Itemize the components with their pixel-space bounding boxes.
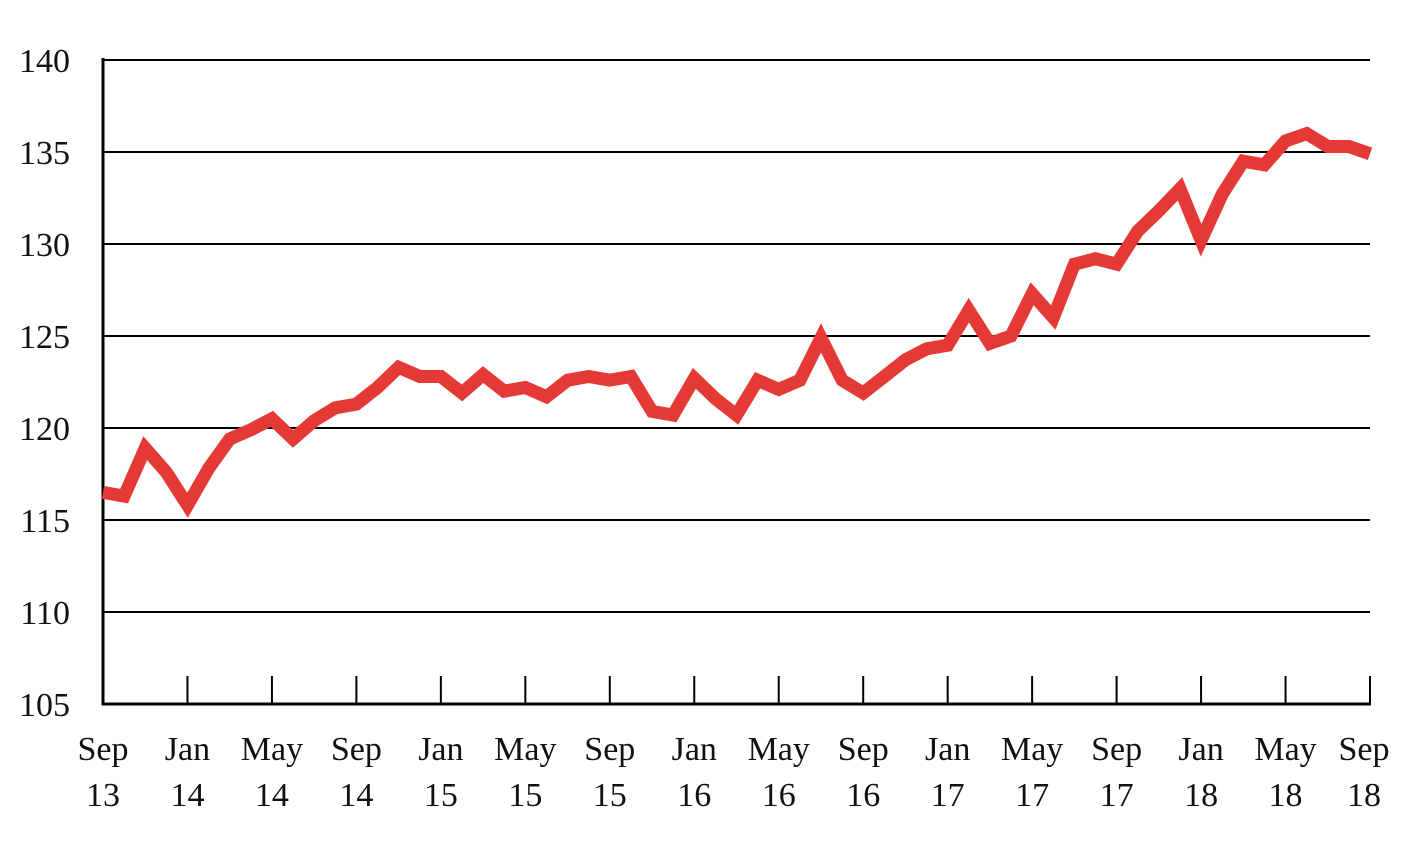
y-axis-tick-labels: 105 110 115 120 125 130 135 140	[19, 43, 70, 724]
x-tick-label-month: Jan	[925, 731, 970, 768]
x-tick-label-year: 13	[86, 777, 120, 814]
x-tick-label-month: Jan	[1178, 731, 1223, 768]
x-tick-label-month: Sep	[1339, 731, 1390, 768]
x-tick-label-year: 16	[762, 777, 796, 814]
x-tick-label-year: 16	[677, 777, 711, 814]
y-tick-label-125: 125	[19, 319, 70, 356]
y-tick-label-130: 130	[19, 227, 70, 264]
x-tick-label-year: 14	[255, 777, 289, 814]
y-tick-label-105: 105	[19, 687, 70, 724]
x-tick-label-year: 15	[508, 777, 542, 814]
series-layer	[101, 126, 1373, 518]
x-tick-label-month: May	[241, 731, 303, 768]
y-tick-label-115: 115	[20, 503, 70, 540]
series-line-0	[101, 126, 1373, 518]
x-tick-label-year: 18	[1184, 777, 1218, 814]
x-tick-label-year: 17	[1100, 777, 1134, 814]
x-tick-label-month: May	[494, 731, 556, 768]
axes	[101, 58, 1371, 706]
y-tick-label-135: 135	[19, 135, 70, 172]
x-tick-label-month: May	[1001, 731, 1063, 768]
x-tick-label-year: 18	[1269, 777, 1303, 814]
x-tick-label-month: Sep	[584, 731, 635, 768]
x-tick-label-year: 16	[846, 777, 880, 814]
x-tick-label-year: 14	[339, 777, 373, 814]
x-tick-label-year: 15	[424, 777, 458, 814]
x-tick-label-year: 17	[931, 777, 965, 814]
gridlines	[103, 59, 1370, 613]
y-tick-label-110: 110	[20, 595, 70, 632]
x-tick-label-month: Sep	[1091, 731, 1142, 768]
x-tick-label-month: May	[748, 731, 810, 768]
x-tick-label-month: Sep	[838, 731, 889, 768]
x-tick-label-year: 18	[1347, 777, 1381, 814]
x-tick-label-month: Jan	[418, 731, 463, 768]
x-tick-label-year: 15	[593, 777, 627, 814]
y-tick-label-120: 120	[19, 411, 70, 448]
y-tick-label-140: 140	[19, 43, 70, 80]
x-tick-label-month: Sep	[331, 731, 382, 768]
x-tick-label-month: May	[1254, 731, 1316, 768]
x-axis-tick-labels: Sep 13 Jan 14 May 14 Sep 14 Jan 15 May 15 Sep 15 Jan 16…	[78, 731, 1390, 814]
x-tick-label-month: Sep	[78, 731, 129, 768]
x-tick-label-month: Jan	[672, 731, 717, 768]
x-tick-label-year: 14	[170, 777, 204, 814]
x-tick-label-month: Jan	[165, 731, 210, 768]
x-tick-label-year: 17	[1015, 777, 1049, 814]
